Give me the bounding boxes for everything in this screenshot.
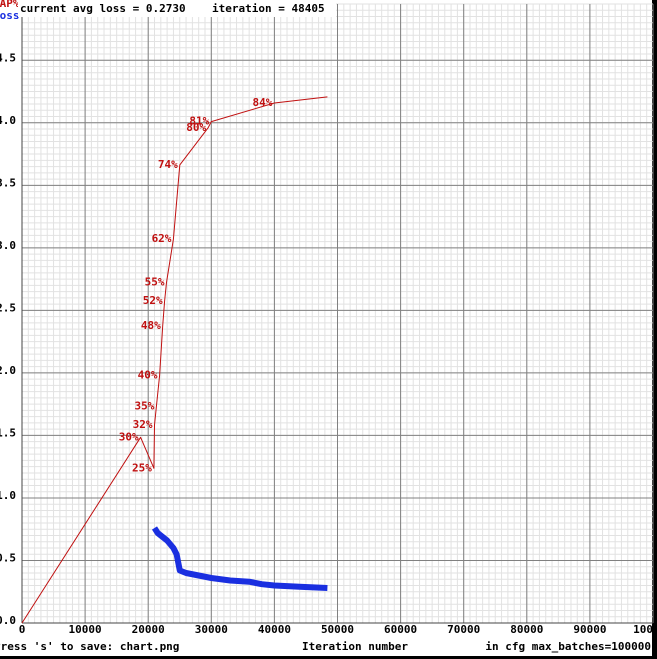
data-label: 74%: [158, 158, 178, 171]
status-box: [18, 0, 336, 17]
footer-right: in cfg max_batches=100000: [485, 640, 651, 653]
x-tick-label: 100000: [633, 623, 657, 636]
y-tick-label: 2.5: [0, 301, 16, 314]
status-text: current avg loss = 0.2730 iteration = 48…: [20, 2, 325, 15]
x-axis-label: Iteration number: [302, 640, 408, 653]
y-tick-label: 1.0: [0, 489, 16, 502]
footer-left: Press 's' to save: chart.png: [0, 640, 179, 653]
x-tick-label: 90000: [573, 623, 606, 636]
data-label: 84%: [253, 96, 273, 109]
series-line: [21, 96, 328, 624]
data-label: 32%: [133, 418, 153, 431]
x-tick-label: 0: [19, 623, 26, 636]
data-label: 48%: [141, 319, 161, 332]
x-tick-label: 10000: [69, 623, 102, 636]
y-tick-label: 4.5: [0, 51, 16, 64]
data-label: 80%: [186, 121, 206, 134]
y-tick-label: 0.0: [0, 614, 16, 627]
y-tick-label: 2.0: [0, 364, 16, 377]
x-tick-label: 30000: [195, 623, 228, 636]
x-tick-label: 20000: [132, 623, 165, 636]
grid: 0 10000 20000 30000 40000 50000 60000 70000 8000…: [0, 3, 657, 636]
series-line: [151, 526, 328, 591]
legend-entry: loss: [0, 9, 20, 22]
y-tick-label: 3.0: [0, 239, 16, 252]
plot: 30% 25% 32% 35% 40% 48% 52% 55% 62% 74% 80%81% 84% m…: [0, 0, 328, 624]
x-tick-label: 80000: [510, 623, 543, 636]
y-tick-label: 1.5: [0, 426, 16, 439]
data-label: 40%: [138, 368, 158, 381]
data-label: 52%: [143, 294, 163, 307]
legend-entry: mAP%: [0, 0, 20, 10]
data-label: 35%: [135, 399, 155, 412]
x-tick-label: 50000: [321, 623, 354, 636]
x-tick-label: 60000: [384, 623, 417, 636]
x-tick-label: 40000: [258, 623, 291, 636]
data-label: 30%: [119, 430, 139, 443]
data-label: 62%: [152, 232, 172, 245]
y-tick-label: 0.5: [0, 551, 16, 564]
y-tick-label: 3.5: [0, 176, 16, 189]
y-tick-label: 4.0: [0, 114, 16, 127]
x-tick-label: 70000: [447, 623, 480, 636]
data-label: 81%: [189, 115, 209, 128]
data-label: 55%: [145, 276, 165, 289]
data-label: 25%: [132, 461, 152, 474]
